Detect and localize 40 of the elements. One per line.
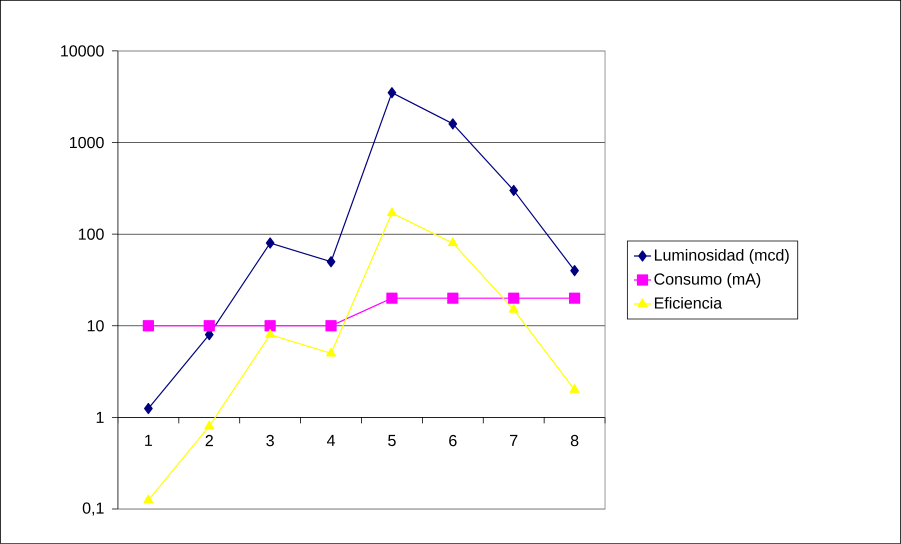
point <box>386 292 398 304</box>
point <box>509 184 518 196</box>
y-tick-label: 0,1 <box>82 502 104 516</box>
point <box>447 292 458 304</box>
x-tick-label: 3 <box>266 434 274 446</box>
point <box>143 494 154 504</box>
x-tick-label: 1 <box>145 434 152 446</box>
legend-label: Consumo (mA) <box>654 273 760 288</box>
point <box>266 237 275 249</box>
point <box>387 207 397 216</box>
y-tick-label: 1 <box>96 412 104 423</box>
y-tick-label: 10000 <box>61 45 104 57</box>
y-tick-label: 100 <box>78 228 104 240</box>
point <box>264 320 276 332</box>
point <box>570 265 579 276</box>
point <box>448 118 458 130</box>
point <box>508 292 520 304</box>
point <box>568 292 580 304</box>
x-tick-label: 4 <box>326 434 336 446</box>
point <box>325 320 337 332</box>
x-tick-label: 2 <box>206 434 213 446</box>
point <box>204 420 214 430</box>
x-tick-label: 6 <box>449 434 457 446</box>
point <box>508 304 519 313</box>
x-tick-label: 8 <box>570 434 578 446</box>
point <box>265 329 276 338</box>
y-tick-label: 10 <box>88 320 104 332</box>
legend-label: Eficiencia <box>654 297 722 309</box>
point <box>204 320 215 332</box>
point <box>570 384 580 393</box>
point <box>448 237 458 246</box>
point <box>144 402 153 414</box>
x-tick-label: 7 <box>510 434 518 446</box>
y-tick-label: 1000 <box>70 136 104 148</box>
point <box>326 348 336 356</box>
legend-label: Luminosidad (mcd) <box>654 249 789 264</box>
point <box>388 87 396 98</box>
point <box>142 320 154 332</box>
x-tick-label: 5 <box>388 434 396 446</box>
point <box>326 256 336 268</box>
